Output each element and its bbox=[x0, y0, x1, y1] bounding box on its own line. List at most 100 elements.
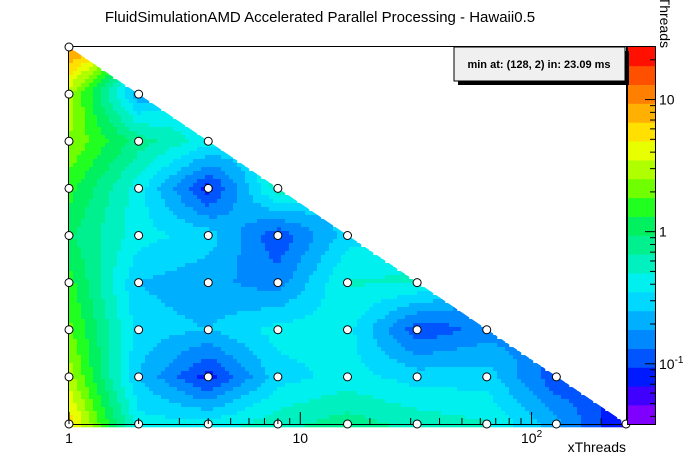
heat-cell bbox=[81, 163, 86, 168]
heat-cell bbox=[221, 299, 226, 304]
heat-cell bbox=[325, 251, 330, 256]
heat-cell bbox=[529, 371, 534, 376]
heat-cell bbox=[373, 355, 378, 360]
heat-cell bbox=[149, 235, 154, 240]
heat-cell bbox=[409, 315, 414, 320]
heat-cell bbox=[285, 255, 290, 260]
heat-cell bbox=[133, 291, 138, 296]
heat-cell bbox=[181, 163, 186, 168]
heat-cell bbox=[313, 235, 318, 240]
heat-cell bbox=[285, 351, 290, 356]
heat-cell bbox=[145, 147, 150, 152]
heat-cell bbox=[249, 171, 254, 176]
heat-cell bbox=[89, 299, 94, 304]
heat-cell bbox=[221, 347, 226, 352]
heat-cell bbox=[245, 183, 250, 188]
heat-cell bbox=[277, 347, 282, 352]
heat-cell bbox=[157, 203, 162, 208]
heat-cell bbox=[257, 215, 262, 220]
heat-cell bbox=[241, 343, 246, 348]
heat-cell bbox=[93, 279, 98, 284]
heat-cell bbox=[125, 223, 130, 228]
heat-cell bbox=[269, 319, 274, 324]
heat-cell bbox=[265, 251, 270, 256]
heat-cell bbox=[149, 119, 154, 124]
heat-cell bbox=[165, 259, 170, 264]
heat-cell bbox=[105, 347, 110, 352]
heat-cell bbox=[149, 347, 154, 352]
heat-cell bbox=[133, 351, 138, 356]
heat-cell bbox=[413, 287, 418, 292]
heat-cell bbox=[393, 351, 398, 356]
heat-cell bbox=[477, 331, 482, 336]
heat-cell bbox=[401, 351, 406, 356]
heat-cell bbox=[85, 99, 90, 104]
heat-cell bbox=[509, 363, 514, 368]
heat-cell bbox=[73, 127, 78, 132]
heat-cell bbox=[357, 303, 362, 308]
heat-cell bbox=[221, 295, 226, 300]
heat-cell bbox=[477, 343, 482, 348]
heat-cell bbox=[461, 371, 466, 376]
heat-cell bbox=[377, 367, 382, 372]
heat-cell bbox=[205, 247, 210, 252]
heat-cell bbox=[333, 363, 338, 368]
heat-cell bbox=[285, 327, 290, 332]
heat-cell bbox=[237, 355, 242, 360]
heat-cell bbox=[177, 223, 182, 228]
heat-cell bbox=[497, 347, 502, 352]
heat-cell bbox=[305, 215, 310, 220]
heat-cell bbox=[357, 255, 362, 260]
heat-cell bbox=[133, 119, 138, 124]
heat-cell bbox=[97, 151, 102, 156]
heat-cell bbox=[233, 331, 238, 336]
heat-cell bbox=[293, 367, 298, 372]
heat-cell bbox=[113, 83, 118, 88]
heat-cell bbox=[137, 191, 142, 196]
heat-cell bbox=[157, 327, 162, 332]
heat-cell bbox=[325, 359, 330, 364]
heat-cell bbox=[437, 307, 442, 312]
heat-cell bbox=[269, 275, 274, 280]
heat-cell bbox=[261, 199, 266, 204]
heat-cell bbox=[309, 315, 314, 320]
heat-cell bbox=[425, 327, 430, 332]
heat-cell bbox=[269, 227, 274, 232]
heat-cell bbox=[201, 215, 206, 220]
heat-cell bbox=[133, 267, 138, 272]
heat-cell bbox=[125, 227, 130, 232]
heat-cell bbox=[205, 311, 210, 316]
heat-cell bbox=[173, 223, 178, 228]
heat-cell bbox=[321, 299, 326, 304]
heat-cell bbox=[277, 263, 282, 268]
heat-cell bbox=[77, 267, 82, 272]
heat-cell bbox=[161, 207, 166, 212]
heat-cell bbox=[121, 175, 126, 180]
heat-cell bbox=[165, 207, 170, 212]
heat-cell bbox=[153, 275, 158, 280]
heat-cell bbox=[445, 323, 450, 328]
heat-cell bbox=[393, 303, 398, 308]
heat-cell bbox=[261, 251, 266, 256]
heat-cell bbox=[245, 243, 250, 248]
heat-cell bbox=[209, 359, 214, 364]
heat-cell bbox=[97, 259, 102, 264]
heat-cell bbox=[161, 151, 166, 156]
heat-cell bbox=[509, 359, 514, 364]
heat-cell bbox=[149, 279, 154, 284]
heat-cell bbox=[149, 151, 154, 156]
heat-cell bbox=[257, 299, 262, 304]
heat-cell bbox=[293, 243, 298, 248]
heat-cell bbox=[413, 359, 418, 364]
heat-cell bbox=[73, 171, 78, 176]
heat-cell bbox=[185, 219, 190, 224]
heat-cell bbox=[345, 347, 350, 352]
heat-cell bbox=[229, 311, 234, 316]
heat-cell bbox=[381, 259, 386, 264]
heat-cell bbox=[201, 143, 206, 148]
heat-cell bbox=[393, 355, 398, 360]
heat-cell bbox=[197, 315, 202, 320]
heat-cell bbox=[241, 303, 246, 308]
heat-cell bbox=[149, 299, 154, 304]
heat-cell bbox=[165, 119, 170, 124]
